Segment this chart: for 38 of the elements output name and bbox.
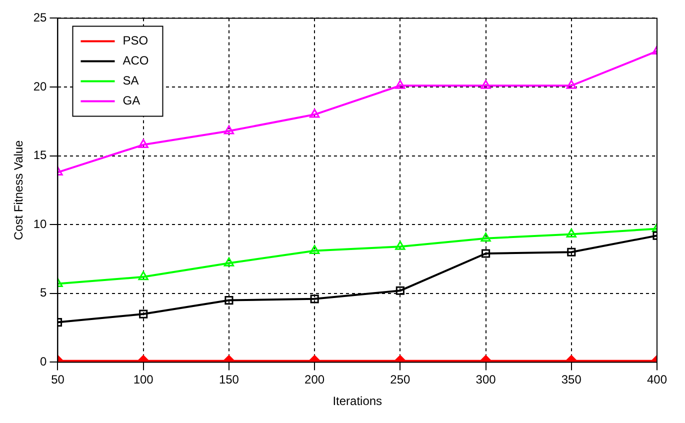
y-axis-title: Cost Fitness Value: [12, 140, 26, 240]
x-tick-label: 300: [476, 372, 496, 387]
x-tick-label: 200: [304, 372, 325, 387]
point: [482, 249, 490, 258]
x-tick-label: 250: [390, 372, 411, 387]
x-tick-label: 150: [218, 372, 240, 387]
legend-label: SA: [122, 74, 139, 88]
point: [138, 271, 148, 280]
point: [309, 108, 320, 118]
point: [396, 286, 404, 295]
legend-label: ACO: [122, 54, 149, 68]
x-tick-label: 350: [561, 372, 582, 387]
point: [395, 240, 406, 250]
point: [566, 80, 576, 89]
y-tick-label: 15: [33, 148, 48, 162]
point: [224, 257, 234, 266]
point: [139, 310, 148, 318]
x-tick-label: 100: [133, 372, 154, 387]
point: [395, 80, 406, 89]
y-tick-label: 0: [40, 354, 48, 369]
legend-label: PSO: [122, 34, 148, 48]
x-tick-label: 400: [646, 372, 668, 387]
point: [310, 294, 319, 304]
point: [224, 125, 234, 134]
x-tick-label: 50: [51, 372, 65, 387]
y-tick-label: 10: [33, 216, 48, 231]
point: [224, 296, 234, 305]
y-tick-label: 20: [33, 79, 48, 94]
legend-label: GA: [122, 94, 140, 108]
y-tick-label: 25: [33, 10, 48, 25]
point: [309, 244, 320, 254]
y-tick-label: 5: [40, 286, 48, 300]
point: [480, 80, 491, 89]
point: [480, 232, 491, 242]
point: [567, 248, 576, 256]
point: [138, 139, 148, 148]
point: [566, 228, 576, 238]
x-axis-title: Iterations: [332, 394, 382, 408]
